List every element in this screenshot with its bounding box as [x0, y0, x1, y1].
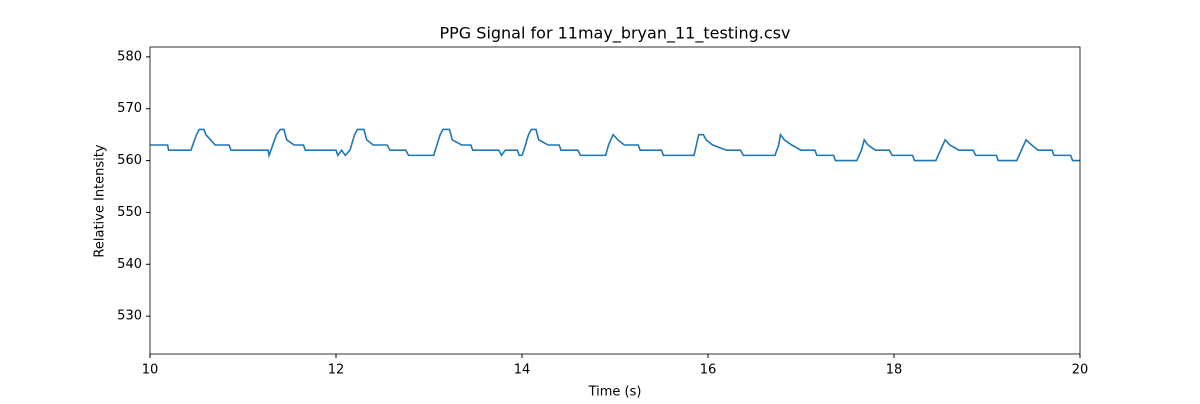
- x-tick-label: 10: [142, 363, 159, 378]
- y-tick-label: 560: [117, 153, 142, 168]
- x-tick-label: 18: [886, 363, 903, 378]
- y-tick-label: 580: [117, 49, 142, 64]
- y-tick-label: 530: [117, 309, 142, 324]
- y-tick-label: 540: [117, 257, 142, 272]
- chart-title: PPG Signal for 11may_bryan_11_testing.cs…: [440, 24, 791, 44]
- line: [150, 128, 1080, 162]
- y-tick-label: 570: [117, 101, 142, 116]
- x-tick-label: 14: [514, 363, 531, 378]
- x-tick-label: 20: [1072, 363, 1089, 378]
- y-tick-label: 550: [117, 205, 142, 220]
- x-tick-label: 12: [328, 363, 345, 378]
- y-axis-label: Relative Intensity: [93, 144, 108, 257]
- x-tick-label: 16: [700, 363, 717, 378]
- x-axis-label: Time (s): [588, 385, 642, 400]
- plot-frame: [149, 46, 1081, 355]
